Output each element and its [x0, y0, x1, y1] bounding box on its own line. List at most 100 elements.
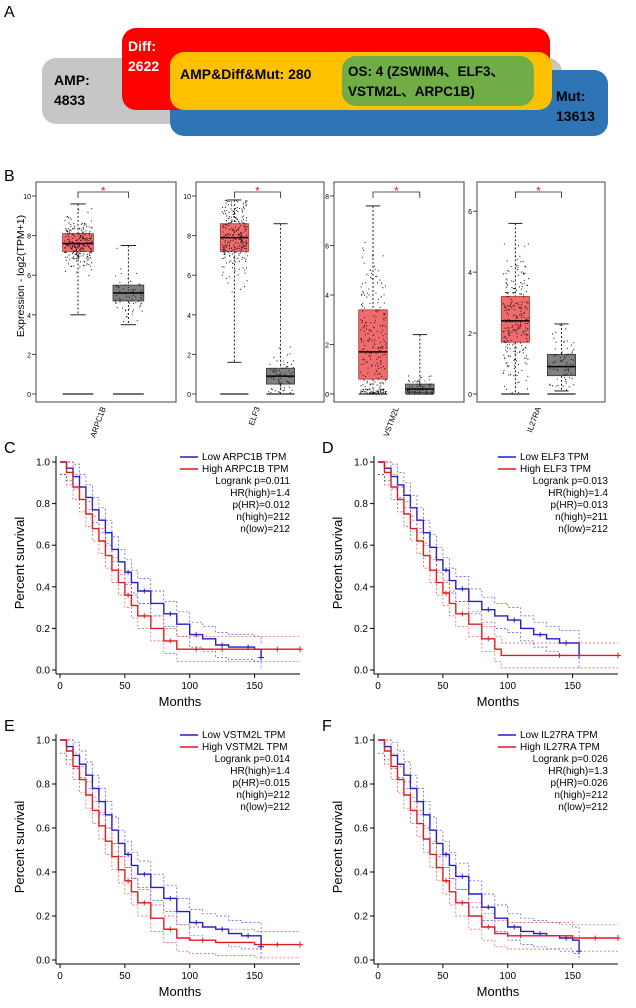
y-tick-label: 0.0 [36, 666, 50, 677]
significance-star: * [536, 184, 541, 198]
legend-label-0: Low VSTM2L TPM [202, 730, 285, 741]
panel-label-e: E [4, 718, 15, 735]
y-tick-label: 4 [187, 313, 191, 320]
y-tick-label: 0.6 [354, 824, 368, 835]
x-tick-label: 150 [246, 681, 263, 692]
x-tick-label: 100 [499, 971, 516, 982]
significance-bracket [77, 191, 129, 198]
x-axis-label: Months [477, 694, 520, 709]
stat-line-1: HR(high)=1.4 [548, 488, 608, 499]
survival-curve-low [378, 461, 580, 656]
censor-marks-1 [443, 590, 621, 659]
significance-bracket [515, 191, 562, 198]
venn-os-label: OS: 4 (ZSWIM4、ELF3、 VSTM2L、ARPC1B) [348, 64, 505, 99]
y-tick-label: 0.8 [36, 499, 50, 510]
significance-bracket [372, 191, 421, 198]
legend-label-0: Low IL27RA TPM [520, 730, 598, 741]
box-normal [547, 353, 576, 377]
y-tick-label: 6 [468, 209, 472, 216]
panel-label-c: C [4, 440, 16, 457]
y-tick-label: 0.2 [36, 912, 50, 923]
y-tick-label: 0.4 [36, 582, 50, 593]
stat-line-2: p(HR)=0.015 [232, 778, 290, 789]
legend-label-1: High ELF3 TPM [520, 464, 591, 475]
y-tick-label: 1.0 [36, 458, 50, 469]
y-tick-label: 4 [325, 293, 329, 300]
y-tick-label: 8 [187, 234, 191, 241]
y-tick-label: 0.8 [354, 780, 368, 791]
censor-marks-1 [443, 878, 621, 941]
venn-os-box [342, 56, 534, 106]
points-tumor [221, 199, 248, 293]
boxplot-frame [333, 181, 465, 403]
y-axis-label: Percent survival [330, 517, 345, 610]
points-normal [407, 375, 434, 395]
stat-line-1: HR(high)=1.4 [230, 488, 290, 499]
x-tick-label: 100 [499, 681, 516, 692]
y-tick-label: 0 [468, 392, 472, 399]
x-tick-label: 0 [375, 971, 381, 982]
censor-marks-1 [125, 592, 303, 653]
y-tick-label: 1.0 [354, 736, 368, 747]
points-tumor [360, 241, 387, 395]
stat-line-1: HR(high)=1.3 [548, 766, 608, 777]
y-tick-label: 0.8 [36, 780, 50, 791]
points-tumor [502, 243, 529, 394]
stat-line-2: p(HR)=0.026 [550, 778, 608, 789]
points-tumor [64, 203, 93, 277]
y-tick-label: 0.8 [354, 499, 368, 510]
y-axis-label: Percent survival [330, 801, 345, 894]
gene-label-elf3: ELF3 [247, 405, 262, 427]
x-tick-label: 150 [564, 971, 581, 982]
legend-label-1: High VSTM2L TPM [202, 742, 288, 753]
x-tick-label: 50 [437, 681, 449, 692]
censor-marks-0 [443, 567, 583, 659]
legend-label-0: Low ELF3 TPM [520, 452, 589, 463]
km-plot-d: 0.0 0.2 0.4 0.6 0.8 1.0 0 50 100 150 Months Percent… [330, 452, 621, 709]
ci-upper-0 [60, 461, 262, 645]
gene-label-arpc1b: ARPC1B [88, 406, 107, 438]
x-axis-label: Months [159, 694, 202, 709]
legend-label-1: High IL27RA TPM [520, 742, 600, 753]
stat-line-4: n(low)=212 [240, 524, 290, 535]
venn-diff-label: Diff: 2622 [128, 38, 160, 74]
y-tick-label: 0 [187, 392, 191, 399]
significance-star: * [255, 184, 260, 198]
x-tick-label: 0 [375, 681, 381, 692]
panel-label-a: A [4, 4, 15, 21]
venn-amp-diff-mut-label: AMP&Diff&Mut: 280 [180, 66, 312, 82]
y-tick-label: 6 [187, 273, 191, 280]
ci-lower-1 [60, 474, 300, 663]
censor-marks-0 [443, 851, 583, 955]
box-tumor [500, 296, 530, 343]
boxplot-arpc1b: 0 2 4 6 8 10 * ARPC1B [23, 181, 177, 438]
boxplot-ylabel: Expression - log2(TPM+1) [15, 215, 27, 337]
ci-lower-1 [60, 752, 300, 959]
boxplot-frame [195, 181, 325, 403]
y-tick-label: 10 [23, 194, 31, 201]
boxplot-vstm2l: 0 2 4 6 8 * VSTM2L [325, 181, 465, 438]
x-tick-label: 50 [119, 971, 131, 982]
x-tick-label: 50 [119, 681, 131, 692]
y-tick-label: 2 [27, 352, 31, 359]
km-plot-e: 0.0 0.2 0.4 0.6 0.8 1.0 0 50 100 150 Months Percent… [12, 730, 303, 999]
stat-line-2: p(HR)=0.012 [232, 500, 290, 511]
censor-marks-0 [125, 851, 265, 950]
y-tick-label: 0.4 [354, 582, 368, 593]
y-tick-label: 0.2 [36, 624, 50, 635]
x-axis-label: Months [159, 984, 202, 999]
censor-marks-1 [125, 878, 303, 948]
survival-curve-high [60, 739, 300, 946]
y-tick-label: 0.6 [36, 541, 50, 552]
stat-line-4: n(low)=212 [558, 802, 608, 813]
stat-line-4: n(low)=212 [558, 524, 608, 535]
stat-line-3: n(high)=212 [236, 790, 290, 801]
boxplot-frame [476, 181, 606, 403]
x-tick-label: 100 [181, 971, 198, 982]
legend-label-0: Low ARPC1B TPM [202, 452, 286, 463]
y-tick-label: 0 [325, 392, 329, 399]
points-normal [548, 324, 575, 391]
stat-line-0: Logrank p=0.014 [215, 754, 291, 765]
stat-line-0: Logrank p=0.013 [533, 476, 609, 487]
